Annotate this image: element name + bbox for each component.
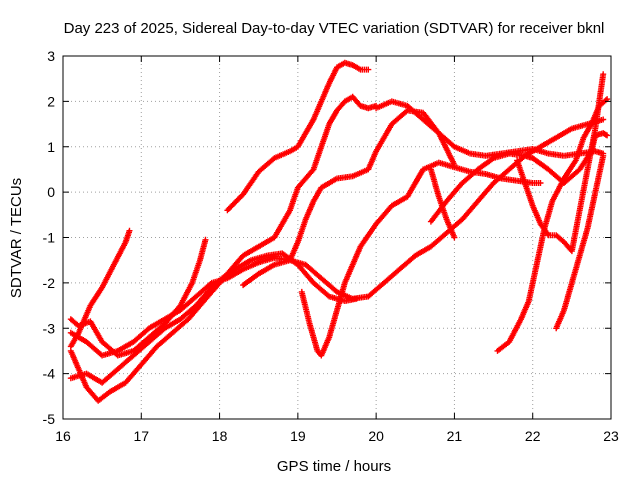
series-markers <box>67 227 133 350</box>
chart-title: Day 223 of 2025, Sidereal Day-to-day VTE… <box>64 20 605 37</box>
data-series <box>224 59 372 214</box>
y-tick-label: -5 <box>43 411 56 427</box>
x-tick-label: 20 <box>368 428 384 444</box>
x-tick-label: 19 <box>290 428 306 444</box>
x-tick-label: 16 <box>55 428 71 444</box>
series-markers <box>427 166 458 241</box>
x-tick-label: 21 <box>447 428 463 444</box>
y-axis-label: SDTVAR / TECUs <box>8 178 25 298</box>
data-series <box>494 96 611 354</box>
y-tick-label: -2 <box>43 275 56 291</box>
series-markers <box>67 93 380 386</box>
series-markers <box>553 152 607 332</box>
y-tick-label: 2 <box>47 93 55 109</box>
x-tick-label: 18 <box>212 428 228 444</box>
y-tick-labels: -5 -4 -3 -2 -1 0 1 2 3 <box>43 48 56 427</box>
data-series <box>553 152 607 332</box>
x-tick-label: 23 <box>603 428 619 444</box>
data-series <box>67 93 380 386</box>
data-series <box>514 71 607 255</box>
axis-ticks <box>62 55 612 420</box>
series-group <box>67 59 611 404</box>
x-axis-label: GPS time / hours <box>277 458 391 475</box>
grid-lines <box>63 56 611 419</box>
series-markers <box>494 96 611 354</box>
data-series <box>67 236 209 359</box>
data-series <box>298 159 544 359</box>
data-series <box>427 166 458 241</box>
y-tick-label: -4 <box>43 366 56 382</box>
y-tick-label: 0 <box>47 184 55 200</box>
x-tick-labels: 16 17 18 19 20 21 22 23 <box>55 428 619 444</box>
y-tick-label: 1 <box>47 139 55 155</box>
series-markers <box>67 236 209 359</box>
x-tick-label: 22 <box>525 428 541 444</box>
y-tick-label: 3 <box>47 48 55 64</box>
y-tick-label: -1 <box>43 230 56 246</box>
series-markers <box>224 59 372 214</box>
x-tick-label: 17 <box>133 428 149 444</box>
series-markers <box>514 71 607 255</box>
data-series <box>67 227 133 350</box>
series-markers <box>298 159 544 359</box>
y-tick-label: -3 <box>43 320 56 336</box>
